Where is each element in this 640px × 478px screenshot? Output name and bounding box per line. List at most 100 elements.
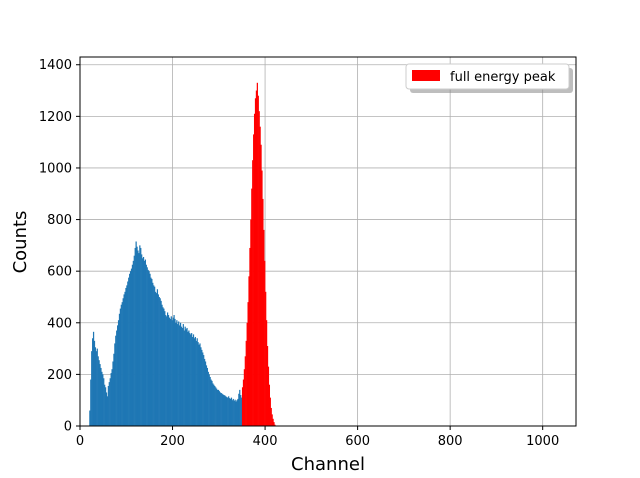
histogram-bar (112, 361, 114, 426)
histogram-bar (210, 379, 212, 426)
histogram-bar (222, 394, 224, 426)
full-energy-peak-bar (262, 198, 264, 426)
histogram-bar (150, 277, 152, 426)
histogram-bar (185, 329, 187, 426)
histogram-bar (232, 398, 234, 426)
histogram-bar (187, 331, 189, 426)
x-axis-label: Channel (291, 454, 365, 475)
histogram-bar (107, 386, 109, 426)
histogram-bar (170, 316, 172, 426)
histogram-bar (241, 397, 243, 426)
histogram-bar (236, 400, 238, 426)
histogram-bar (207, 371, 209, 426)
histogram-bar (206, 367, 209, 426)
histogram-bar (166, 312, 169, 426)
histogram-bar (218, 391, 221, 426)
histogram-bar (140, 247, 142, 426)
histogram-bar (176, 320, 178, 426)
histogram-bar (177, 324, 179, 426)
histogram-bar (102, 374, 104, 426)
histogram-bar (94, 347, 97, 426)
full-energy-peak-bar (245, 340, 247, 426)
full-energy-peak-bar (258, 111, 260, 426)
histogram-bars (89, 82, 276, 427)
histogram-bar (230, 397, 233, 426)
histogram-bar (217, 389, 220, 426)
full-energy-peak-bar (269, 397, 271, 426)
histogram-bar (166, 316, 168, 426)
legend: full energy peak (405, 63, 573, 93)
histogram-bar (113, 353, 115, 426)
y-tick-label: 400 (47, 316, 72, 331)
full-energy-peak-bar (248, 276, 250, 426)
histogram-bar (194, 336, 196, 426)
y-tick-label: 1200 (39, 110, 72, 125)
histogram-bar (104, 387, 107, 426)
histogram-bar (226, 397, 228, 426)
histogram-bar (169, 318, 171, 426)
histogram-bar (105, 392, 108, 426)
histogram-bar (138, 253, 140, 426)
histogram-bar (134, 247, 136, 426)
x-tick-label: 400 (253, 434, 278, 449)
histogram-bar (132, 260, 134, 426)
full-energy-peak-bar (273, 422, 275, 426)
histogram-bar (189, 333, 191, 426)
histogram-bar (148, 271, 150, 426)
full-energy-peak-bar (264, 260, 266, 426)
histogram-bar (115, 335, 117, 426)
histogram-bar (144, 259, 147, 426)
histogram-bar (151, 278, 153, 426)
histogram-bar (197, 342, 199, 426)
histogram-bar (188, 330, 190, 426)
histogram-bar (131, 264, 134, 426)
histogram-bar (228, 398, 231, 426)
full-energy-peak-bar (254, 98, 257, 426)
histogram-bar (193, 338, 196, 426)
histogram-bar (155, 293, 158, 426)
histogram-bar (145, 264, 147, 426)
histogram-bar (172, 317, 174, 426)
histogram-bar (211, 380, 213, 426)
histogram-bar (229, 398, 232, 426)
full-energy-peak-bar (252, 160, 254, 426)
histogram-bar (122, 298, 124, 426)
histogram-bar (208, 374, 210, 426)
full-energy-peak-bar (251, 188, 253, 426)
histogram-bar (174, 318, 176, 426)
histogram-bar (101, 371, 103, 426)
histogram-bar (162, 307, 164, 426)
histogram-bar (152, 282, 154, 426)
histogram-bar (240, 395, 242, 426)
histogram-bar (191, 336, 194, 426)
histogram-bar (234, 399, 236, 426)
histogram-bar (224, 395, 226, 426)
x-tick-label: 1000 (526, 434, 559, 449)
histogram-bar (91, 351, 93, 426)
histogram-bar (108, 382, 110, 426)
full-energy-peak-bar (272, 418, 274, 426)
histogram-bar (124, 291, 126, 426)
histogram-bar (212, 383, 214, 426)
histogram-bar (204, 361, 207, 426)
histogram-bar (96, 348, 98, 426)
histogram-bar (137, 250, 139, 426)
histogram-bar (98, 360, 100, 426)
histogram-bar (160, 300, 162, 426)
histogram-bar (191, 333, 193, 426)
histogram-bar (157, 294, 159, 426)
histogram-bar (178, 321, 180, 426)
histogram-bar (117, 320, 120, 426)
histogram-bar (143, 260, 146, 426)
histogram-bar (168, 317, 171, 426)
histogram-bar (109, 378, 111, 426)
full-energy-peak-bar (271, 414, 273, 426)
histogram-bar (195, 340, 197, 426)
full-energy-peak-bar (242, 379, 245, 426)
y-tick-label: 200 (47, 368, 72, 383)
plot-frame (79, 56, 577, 427)
histogram-bar (135, 241, 137, 426)
histogram-bar (181, 327, 184, 426)
histogram-bar (110, 373, 112, 426)
histogram-bar (130, 268, 133, 426)
